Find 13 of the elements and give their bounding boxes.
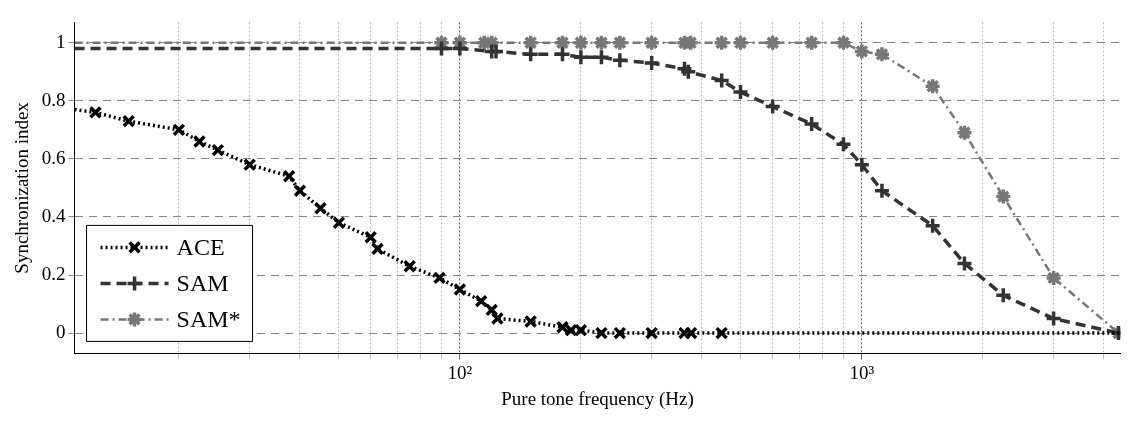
x-tick-label: 10³ bbox=[849, 361, 875, 383]
x-tick-label: 10² bbox=[447, 361, 473, 383]
legend-label: ACE bbox=[176, 233, 225, 260]
y-tick-label: 1 bbox=[56, 30, 66, 52]
y-tick-label: 0.4 bbox=[41, 204, 67, 226]
y-axis-title: Synchronization index bbox=[11, 101, 33, 274]
y-tick-label: 0.8 bbox=[41, 88, 66, 110]
y-tick-label: 0.6 bbox=[41, 146, 66, 168]
y-tick-label: 0 bbox=[56, 321, 66, 343]
y-tick-label: 0.2 bbox=[41, 262, 66, 284]
x-axis-title: Pure tone frequency (Hz) bbox=[501, 387, 694, 410]
legend-label: SAM* bbox=[176, 305, 241, 332]
legend-label: SAM bbox=[176, 269, 229, 296]
